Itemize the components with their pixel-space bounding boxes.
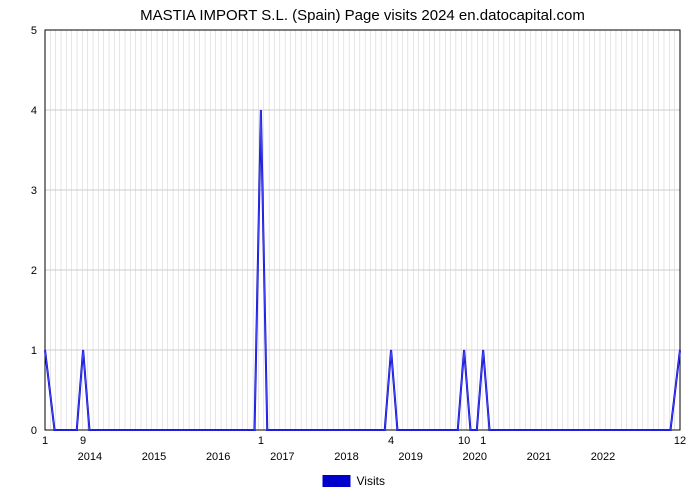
- x-secondary-ticks: 1 9 1 4 10 1 12: [42, 435, 686, 447]
- legend-label: Visits: [357, 474, 385, 488]
- chart-legend: Visits: [323, 474, 385, 488]
- svg-text:1: 1: [480, 435, 486, 447]
- svg-text:5: 5: [31, 25, 37, 37]
- svg-text:2019: 2019: [398, 451, 422, 463]
- svg-text:2014: 2014: [78, 451, 102, 463]
- svg-text:2017: 2017: [270, 451, 294, 463]
- y-axis-ticks: 0 1 2 3 4 5: [31, 25, 37, 437]
- legend-swatch: [323, 475, 351, 487]
- svg-text:2: 2: [31, 265, 37, 277]
- svg-text:2015: 2015: [142, 451, 166, 463]
- svg-text:1: 1: [42, 435, 48, 447]
- visits-line-chart: MASTIA IMPORT S.L. (Spain) Page visits 2…: [0, 0, 700, 500]
- svg-text:10: 10: [458, 435, 470, 447]
- svg-text:4: 4: [31, 105, 37, 117]
- svg-text:9: 9: [80, 435, 86, 447]
- svg-text:12: 12: [674, 435, 686, 447]
- svg-text:1: 1: [31, 345, 37, 357]
- chart-title: MASTIA IMPORT S.L. (Spain) Page visits 2…: [140, 7, 585, 24]
- svg-text:0: 0: [31, 425, 37, 437]
- svg-text:2018: 2018: [334, 451, 358, 463]
- svg-text:1: 1: [258, 435, 264, 447]
- svg-text:2020: 2020: [463, 451, 487, 463]
- svg-text:4: 4: [388, 435, 394, 447]
- svg-text:2022: 2022: [591, 451, 615, 463]
- svg-text:2016: 2016: [206, 451, 230, 463]
- plot-background: [45, 30, 680, 430]
- x-year-ticks: 2014 2015 2016 2017 2018 2019 2020 2021 2022: [78, 451, 616, 463]
- svg-text:3: 3: [31, 185, 37, 197]
- svg-text:2021: 2021: [527, 451, 551, 463]
